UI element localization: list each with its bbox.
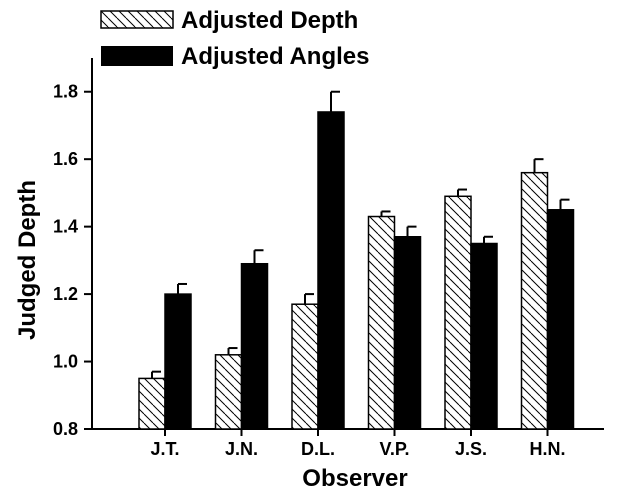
x-tick-label: V.P. (379, 439, 409, 459)
x-tick-label: D.L. (301, 439, 335, 459)
x-axis-title: Observer (302, 465, 407, 492)
y-axis-title: Judged Depth (14, 180, 41, 340)
bar-adjusted-angles (546, 209, 575, 430)
bar-adjusted-angles (164, 293, 192, 430)
x-tick-label: J.S. (455, 439, 487, 459)
bar-adjusted-angles (393, 236, 422, 430)
legend-label-adjusted-angles: Adjusted Angles (181, 43, 369, 70)
bar-adjusted-depth (520, 171, 549, 430)
bar-adjusted-depth (214, 354, 243, 430)
bar-adjusted-depth (291, 303, 319, 430)
x-tick-label: J.N. (225, 439, 258, 459)
legend: Adjusted Depth Adjusted Angles (100, 7, 369, 70)
y-tick-label: 1.6 (53, 149, 78, 169)
bar-adjusted-angles (470, 242, 498, 430)
x-tick-label: J.T. (150, 439, 179, 459)
bars (138, 90, 575, 430)
legend-swatch-adjusted-depth (100, 10, 174, 29)
x-ticks: J.T. J.N. D.L. V.P. J.S. H.N. (150, 429, 566, 459)
y-tick-label: 1.8 (53, 82, 78, 102)
bar-adjusted-depth (444, 195, 472, 430)
bar-adjusted-depth (367, 215, 396, 430)
y-tick-label: 1.4 (53, 217, 78, 237)
y-tick-label: 1.2 (53, 284, 78, 304)
y-ticks: 0.8 1.0 1.2 1.4 1.6 1.8 (53, 82, 92, 439)
bar-adjusted-angles (240, 262, 269, 430)
y-tick-label: 0.8 (53, 419, 78, 439)
bar-adjusted-depth (138, 377, 166, 430)
y-tick-label: 1.0 (53, 352, 78, 372)
legend-label-adjusted-depth: Adjusted Depth (181, 7, 358, 34)
x-tick-label: H.N. (530, 439, 566, 459)
bar-adjusted-angles (317, 111, 345, 430)
legend-swatch-adjusted-angles (101, 46, 173, 66)
